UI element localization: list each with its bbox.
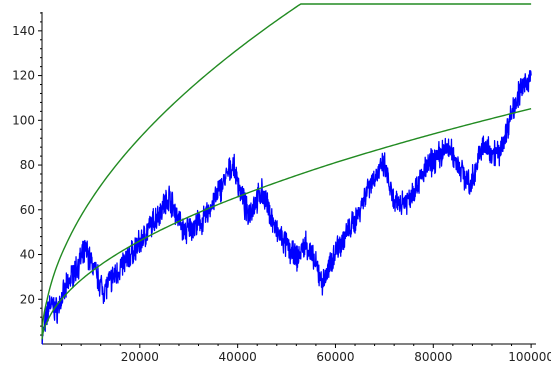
x-ticks: 20000 40000 60000 80000 100000 <box>61 344 551 364</box>
y-tick-label: 100 <box>12 113 35 127</box>
x-tick-label: 20000 <box>121 350 159 364</box>
random-walk-line <box>41 70 532 345</box>
y-ticks: 20 40 60 80 100 120 140 <box>12 12 42 336</box>
x-tick-label: 40000 <box>219 350 257 364</box>
envelope-curve-1 <box>41 3 532 335</box>
x-tick-label: 100000 <box>508 350 551 364</box>
x-tick-label: 80000 <box>414 350 452 364</box>
series-layer <box>41 3 532 345</box>
y-tick-label: 40 <box>20 248 35 262</box>
y-tick-label: 80 <box>20 158 35 172</box>
x-tick-label: 60000 <box>316 350 354 364</box>
y-tick-label: 60 <box>20 203 35 217</box>
envelope-curve-2 <box>41 108 532 340</box>
y-tick-label: 140 <box>12 24 35 38</box>
axes <box>41 12 536 345</box>
y-tick-label: 120 <box>12 69 35 83</box>
y-tick-label: 20 <box>20 292 35 306</box>
